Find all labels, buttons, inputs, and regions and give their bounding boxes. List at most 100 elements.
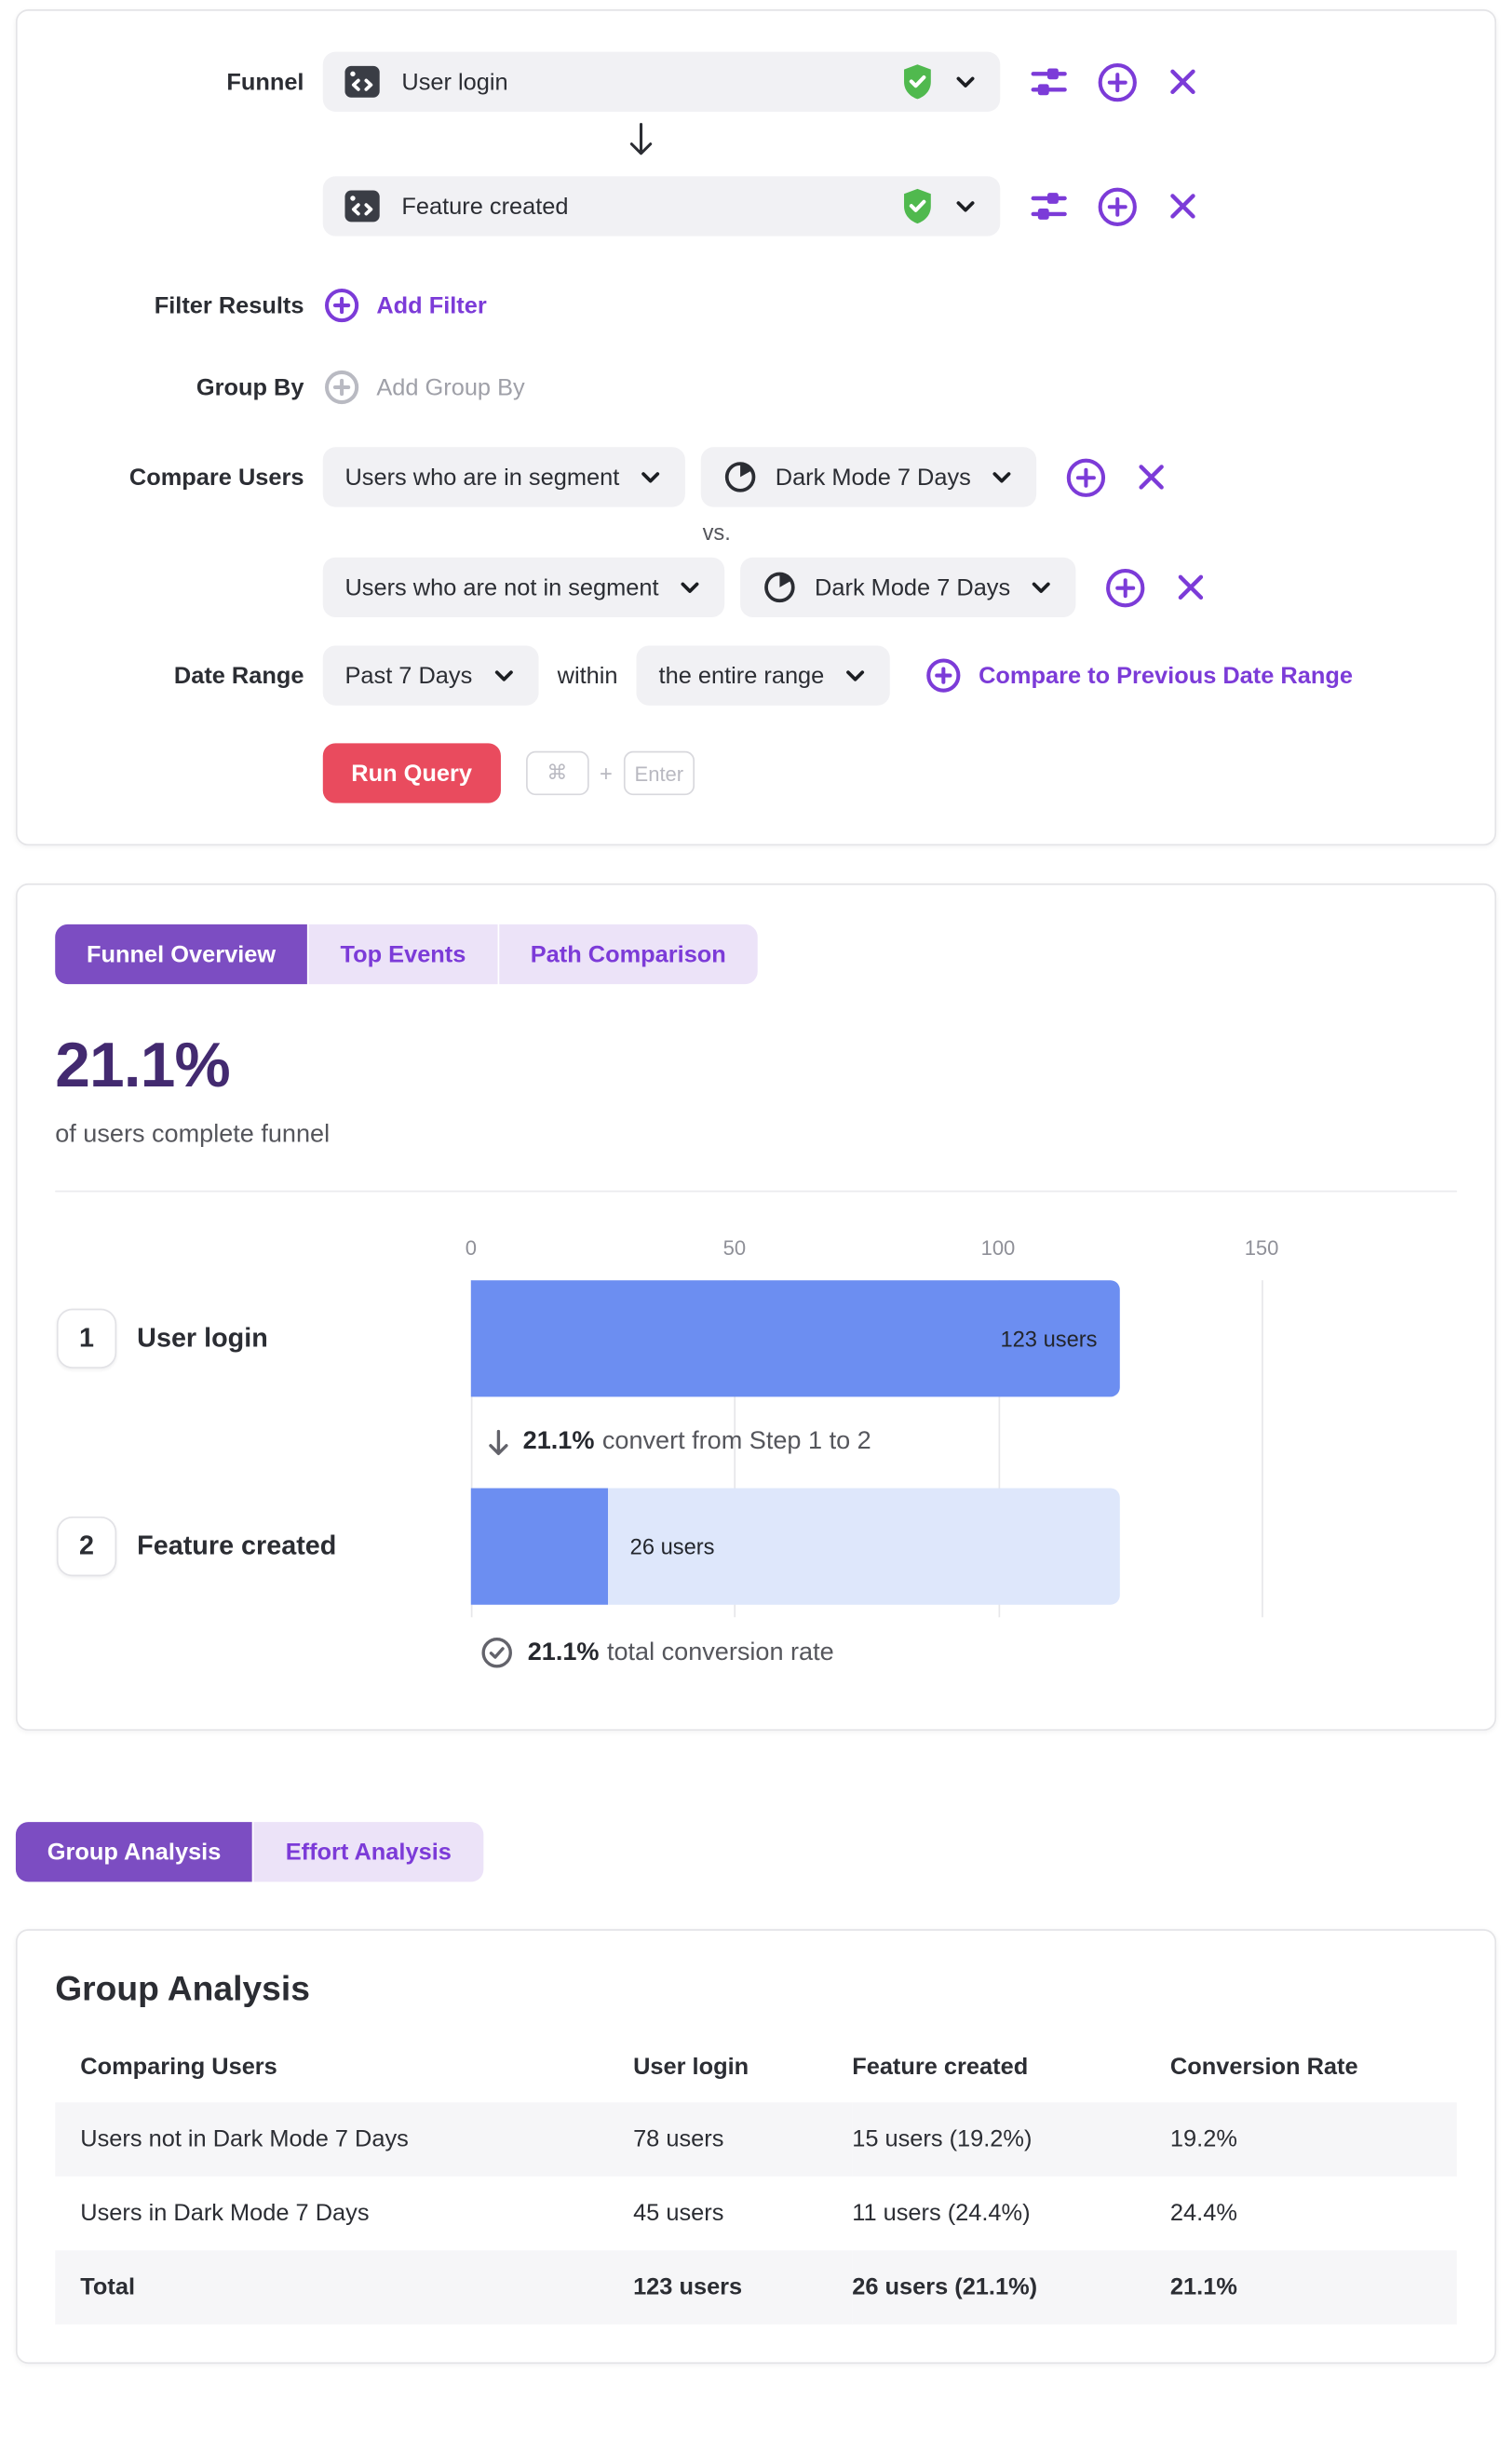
step-2-badge: 2 [56, 1516, 117, 1577]
funnel-step-2-event: Feature created [401, 193, 569, 220]
axis-tick: 0 [465, 1235, 477, 1261]
cell: Total [80, 2273, 136, 2301]
cell: 19.2% [1169, 2125, 1237, 2153]
col-conversion-rate: Conversion Rate [1169, 2053, 1358, 2081]
conversion-window-select[interactable]: the entire range [636, 645, 891, 706]
event-icon [342, 185, 383, 226]
axis-tick: 100 [980, 1235, 1016, 1261]
tab-funnel-overview[interactable]: Funnel Overview [55, 924, 307, 985]
date-range-select[interactable]: Past 7 Days [322, 645, 539, 706]
remove-step-icon[interactable] [1166, 189, 1200, 223]
funnel-overview-card: Funnel Overview Top Events Path Comparis… [15, 883, 1497, 1732]
step-2-value: 26 users [629, 1533, 715, 1559]
tab-top-events[interactable]: Top Events [308, 924, 498, 985]
tab-effort-analysis[interactable]: Effort Analysis [253, 1822, 483, 1882]
add-group-by-button[interactable]: Add Group By [323, 369, 525, 407]
chevron-down-icon [678, 574, 703, 600]
step-settings-icon[interactable] [1028, 61, 1070, 102]
headline-block: 21.1% of users complete funnel [55, 1032, 1457, 1150]
compare-users-row-2: Users who are not in segment Dark Mode 7… [55, 557, 1457, 617]
table-row: Users in Dark Mode 7 Days 45 users 11 us… [55, 2177, 1457, 2251]
cell: 78 users [633, 2125, 724, 2153]
cell: 21.1% [1169, 2273, 1237, 2301]
pie-chart-icon [723, 460, 758, 494]
event-icon [342, 61, 383, 102]
plus-circle-icon [323, 287, 361, 325]
compare-users-row-1: Compare Users Users who are in segment D… [55, 447, 1457, 507]
query-builder-card: Funnel User login [15, 9, 1497, 846]
arrow-down-icon [487, 1427, 510, 1457]
funnel-step-row-1: Funnel User login [55, 51, 1457, 112]
tab-group-analysis[interactable]: Group Analysis [15, 1822, 253, 1882]
chart-gridlines [470, 1280, 1263, 1618]
date-range-label: Date Range [173, 662, 304, 689]
add-step-icon[interactable] [1096, 185, 1139, 228]
segment-membership-select-2[interactable]: Users who are not in segment [322, 557, 725, 617]
within-label: within [557, 662, 618, 689]
cell: 11 users (24.4%) [852, 2200, 1031, 2227]
step-connector-row [55, 121, 1457, 167]
funnel-step-1-select[interactable]: User login [322, 51, 1001, 112]
conversion-rate-value: 21.1% [55, 1031, 230, 1101]
chevron-down-icon [990, 465, 1015, 490]
chevron-down-icon [952, 69, 978, 94]
funnel-step-1-event: User login [401, 68, 508, 96]
chevron-down-icon [952, 194, 978, 219]
step2-track[interactable]: 26 users [470, 1488, 1120, 1605]
date-range-row: Date Range Past 7 Days within the entire… [55, 645, 1457, 706]
step2-bar[interactable] [470, 1488, 608, 1605]
step1-bar[interactable]: 123 users [470, 1280, 1120, 1397]
remove-step-icon[interactable] [1166, 64, 1200, 99]
funnel-step-2-row: 2 Feature created 26 users [55, 1488, 1457, 1605]
command-key: ⌘ [525, 750, 589, 796]
conversion-rate-caption: of users complete funnel [55, 1121, 331, 1149]
chevron-down-icon [1029, 574, 1054, 600]
add-step-icon[interactable] [1096, 61, 1139, 103]
cell: Users not in Dark Mode 7 Days [80, 2125, 409, 2153]
cell: 15 users (19.2%) [852, 2125, 1033, 2153]
col-comparing-users: Comparing Users [80, 2053, 277, 2081]
remove-compare-icon[interactable] [1135, 460, 1169, 494]
remove-compare-icon[interactable] [1174, 570, 1208, 604]
filter-results-label: Filter Results [154, 291, 304, 319]
table-total-row: Total 123 users 26 users (21.1%) 21.1% [55, 2250, 1457, 2325]
verified-shield-icon [901, 63, 935, 101]
segment-select-1[interactable]: Dark Mode 7 Days [701, 447, 1037, 507]
chart-axis: 0 50 100 150 [55, 1236, 1457, 1264]
step-settings-icon[interactable] [1029, 185, 1070, 226]
funnel-step-row-2: Feature created [55, 176, 1457, 236]
tab-path-comparison[interactable]: Path Comparison [498, 924, 758, 985]
compare-previous-range-button[interactable]: Compare to Previous Date Range [925, 656, 1353, 695]
funnel-step-2-select[interactable]: Feature created [322, 176, 1001, 236]
divider [55, 1190, 1457, 1193]
compare-users-label: Compare Users [128, 464, 304, 491]
run-query-button[interactable]: Run Query [322, 743, 501, 803]
cell: Users in Dark Mode 7 Days [80, 2200, 370, 2227]
step-2-name: Feature created [137, 1531, 337, 1561]
check-circle-icon [480, 1637, 514, 1670]
group-by-row: Group By Add Group By [55, 369, 1457, 407]
verified-shield-icon [901, 187, 935, 225]
axis-tick: 50 [722, 1235, 747, 1261]
funnel-label: Funnel [226, 68, 304, 96]
step-1-name: User login [137, 1322, 268, 1354]
table-header-row: Comparing Users User login Feature creat… [55, 2038, 1457, 2102]
overview-tabs: Funnel Overview Top Events Path Comparis… [55, 924, 1457, 985]
analysis-tabs: Group Analysis Effort Analysis [15, 1822, 1512, 1882]
step-1-badge: 1 [56, 1308, 117, 1369]
chevron-down-icon [844, 663, 869, 688]
add-compare-icon[interactable] [1105, 566, 1148, 609]
run-query-row: Run Query ⌘ + Enter [55, 743, 1457, 803]
total-pct: 21.1% [527, 1639, 600, 1666]
segment-select-2[interactable]: Dark Mode 7 Days [740, 557, 1077, 617]
convert-text: convert from Step 1 to 2 [601, 1428, 871, 1455]
vs-label: vs. [702, 519, 731, 546]
cell: 26 users (21.1%) [852, 2273, 1038, 2301]
convert-pct: 21.1% [522, 1428, 595, 1455]
funnel-chart: 0 50 100 150 1 User login [55, 1236, 1457, 1669]
add-filter-button[interactable]: Add Filter [323, 287, 487, 325]
add-compare-icon[interactable] [1065, 456, 1108, 499]
convert-note-row: 21.1% convert from Step 1 to 2 [55, 1396, 1457, 1488]
col-user-login: User login [633, 2053, 749, 2081]
segment-membership-select-1[interactable]: Users who are in segment [322, 447, 686, 507]
